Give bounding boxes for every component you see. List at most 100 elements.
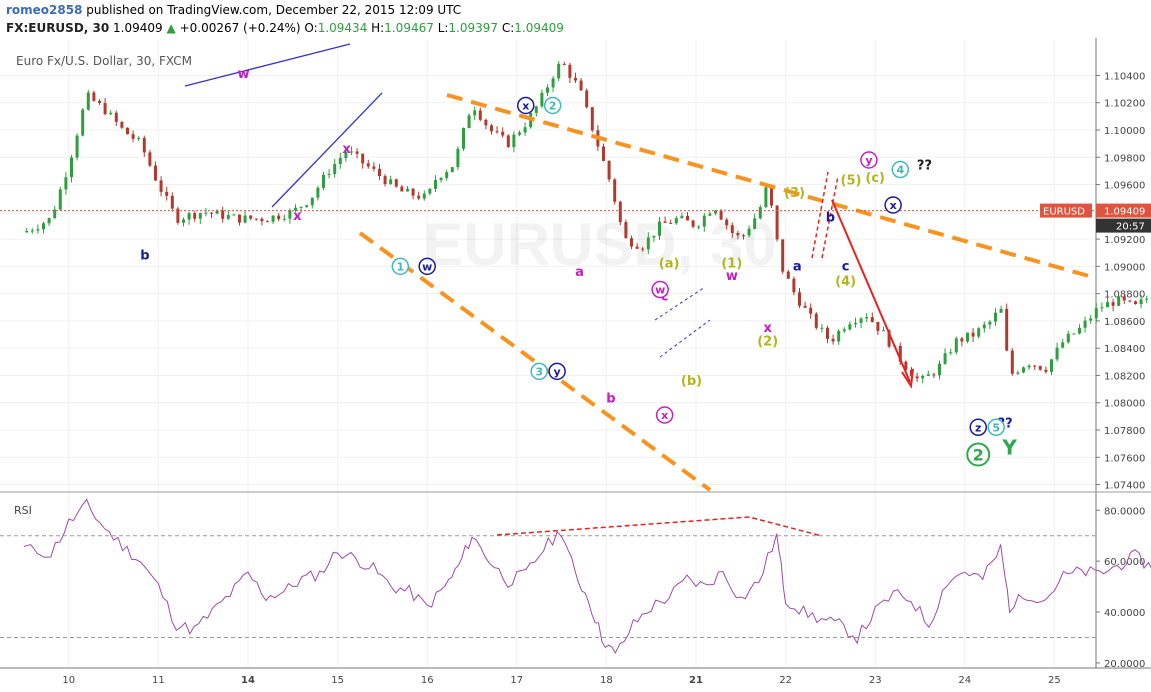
wave-circle-label: w xyxy=(422,260,432,273)
candle-body xyxy=(142,137,146,153)
time-tick-label: 21 xyxy=(689,675,703,686)
candle-body xyxy=(316,187,320,198)
candle-body xyxy=(405,188,409,192)
open-value: 1.09434 xyxy=(317,21,368,35)
candle-body xyxy=(898,345,902,362)
candle-body xyxy=(187,213,191,220)
candle-body xyxy=(489,125,493,132)
wave-label: (a) xyxy=(659,257,680,272)
wave-label: (b) xyxy=(681,374,702,389)
time-tick-label: 14 xyxy=(241,675,255,686)
wave-circle-label: x xyxy=(522,99,529,112)
price-tick-label: 1.10200 xyxy=(1104,99,1145,110)
candle-body xyxy=(237,214,241,223)
candle-body xyxy=(988,321,992,325)
candle-body xyxy=(926,374,930,376)
candle-body xyxy=(1049,359,1053,372)
time-tick-label: 11 xyxy=(152,675,165,686)
candle-body xyxy=(361,153,365,164)
wave-circle-label: 4 xyxy=(896,164,904,177)
candle-body xyxy=(344,152,348,159)
candle-body xyxy=(1021,367,1025,373)
candle-body xyxy=(613,179,617,202)
countdown-badge xyxy=(1096,218,1151,233)
candle-body xyxy=(781,239,785,272)
wave-circle-label: w xyxy=(655,284,665,297)
candle-body xyxy=(372,166,376,169)
candle-body xyxy=(758,207,762,219)
candle-body xyxy=(601,146,605,161)
price-tick-label: 1.09200 xyxy=(1104,235,1145,246)
candle-body xyxy=(725,219,729,226)
candle-body xyxy=(1083,320,1087,328)
wave-label: (5) xyxy=(841,174,862,189)
candle-body xyxy=(422,193,426,199)
rsi-tick-label: 20.0000 xyxy=(1104,659,1145,670)
projection-arrow xyxy=(831,199,911,383)
candle-body xyxy=(568,64,572,78)
candle-body xyxy=(321,174,325,188)
candle-body xyxy=(461,128,465,149)
candle-body xyxy=(1094,308,1098,319)
candle-body xyxy=(635,246,639,249)
candle-body xyxy=(562,63,566,65)
candle-body xyxy=(417,195,421,199)
low-label: L: xyxy=(437,21,449,35)
price-tick-label: 1.08600 xyxy=(1104,317,1145,328)
candle-body xyxy=(937,363,941,376)
candle-body xyxy=(837,331,841,342)
wave-circle xyxy=(860,151,878,169)
candle-body xyxy=(865,317,869,319)
wave-label: (1) xyxy=(721,257,742,272)
candle-body xyxy=(719,210,723,220)
candle-body xyxy=(792,278,796,293)
candle-body xyxy=(1111,302,1115,306)
wave-label: a xyxy=(575,265,584,280)
candle-body xyxy=(478,110,482,120)
candle-body xyxy=(114,112,118,122)
wave-label: a xyxy=(793,259,802,274)
candle-body xyxy=(484,119,488,126)
wave-circle-label: y xyxy=(554,365,561,378)
candle-body xyxy=(1033,365,1037,367)
symbol-line: FX:EURUSD, 30 1.09409 ▲ +0.00267 (+0.24%… xyxy=(6,20,564,36)
candle-body xyxy=(954,338,958,353)
wave-label: x xyxy=(763,321,772,336)
change-up-icon: ▲ xyxy=(166,21,176,35)
blue-channel-upper xyxy=(184,43,351,87)
candle-body xyxy=(517,132,521,135)
candle-body xyxy=(159,180,163,192)
candle-body xyxy=(876,321,880,331)
price-tick-label: 1.07600 xyxy=(1104,453,1145,464)
candle-body xyxy=(25,231,29,233)
wave-circle xyxy=(969,418,987,437)
candle-body xyxy=(775,205,779,240)
rsi-divergence-line xyxy=(496,516,823,537)
wave-circle xyxy=(543,96,562,115)
blue-dash-channel-lower xyxy=(659,319,711,358)
candle-body xyxy=(680,215,684,219)
candle-body xyxy=(176,208,180,223)
wave-label: (3) xyxy=(784,186,805,201)
candle-body xyxy=(394,179,398,187)
candle-body xyxy=(853,322,857,325)
chart-title: Euro Fx/U.S. Dollar, 30, FXCM xyxy=(16,54,192,68)
candle-body xyxy=(652,235,656,238)
wave-label: ?? xyxy=(917,159,932,174)
price-tick-label: 1.10000 xyxy=(1104,126,1145,137)
wave-circle-label: 3 xyxy=(535,365,543,378)
candle-body xyxy=(1061,342,1065,348)
candle-body xyxy=(573,77,577,81)
candle-body xyxy=(949,352,953,354)
candle-body xyxy=(831,338,835,342)
price-tick-label: 1.09600 xyxy=(1104,181,1145,192)
author-name[interactable]: romeo2858 xyxy=(6,3,83,17)
wave-circle xyxy=(517,96,535,115)
candle-body xyxy=(215,210,219,214)
candle-body xyxy=(545,87,549,93)
candle-body xyxy=(305,205,309,207)
candle-body xyxy=(1016,372,1020,374)
candle-body xyxy=(439,177,443,181)
price-tick-label: 1.07400 xyxy=(1104,481,1145,492)
